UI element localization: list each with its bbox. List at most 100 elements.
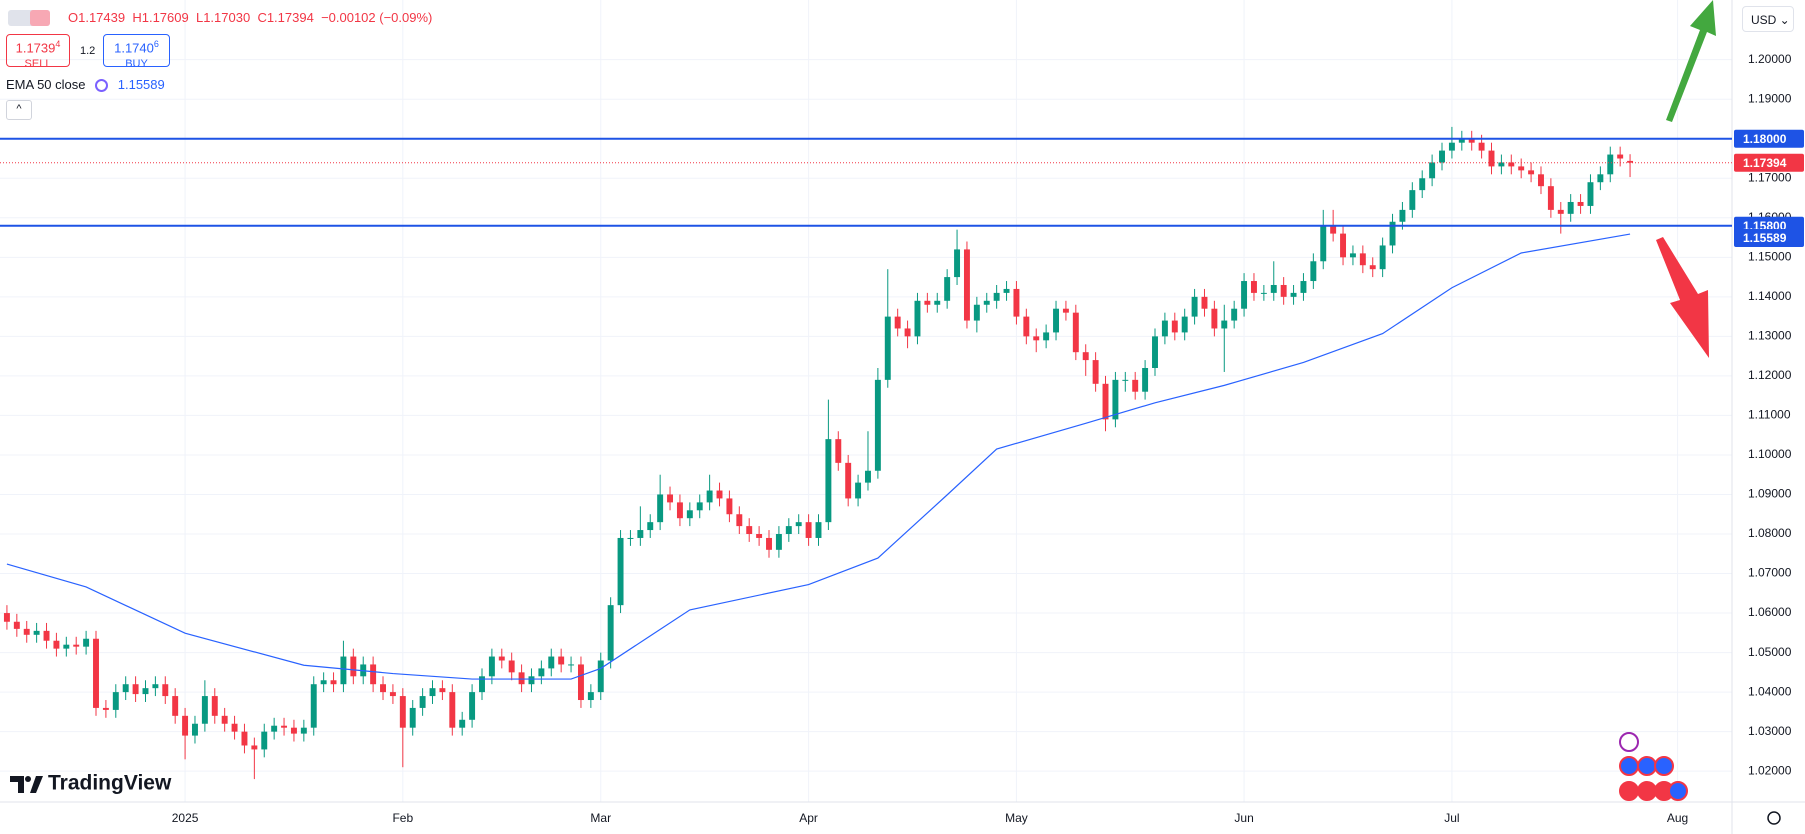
candle-body [1290,292,1297,297]
candle-body [370,664,377,685]
buy-pip: 6 [153,39,159,49]
y-tick-label: 1.09000 [1748,487,1792,501]
candle-body [1003,288,1010,293]
ohlc-low: L1.17030 [195,10,251,25]
y-tick-label: 1.10000 [1748,447,1792,461]
candle-body [746,526,753,535]
y-tick-label: 1.20000 [1748,52,1792,66]
y-tick-label: 1.14000 [1748,289,1792,303]
ohlc-high: H1.17609 [132,10,189,25]
candle-body [1082,352,1089,361]
indicator-name: EMA 50 close [6,77,86,92]
buy-button[interactable]: 1.17406 BUY [103,34,170,71]
y-tick-label: 1.17000 [1748,170,1792,184]
candle-body [488,656,495,677]
x-tick-label: Jun [1234,811,1253,825]
candle-body [300,727,307,734]
candle-body [399,696,406,728]
candle-body [1597,174,1604,183]
candle-body [1300,281,1307,293]
candle-body [983,300,990,305]
candle-body [330,680,337,685]
ohlc-open: O1.17439 [68,10,126,25]
candle-body [53,640,60,649]
candle-body [855,482,862,499]
candle-body [548,656,555,669]
y-tick-label: 1.19000 [1748,91,1792,105]
candle-body [290,727,297,734]
y-tick-label: 1.11000 [1748,408,1791,422]
candle-body [241,731,248,746]
candle-body [518,672,525,685]
buy-price: 1.1740 [114,40,154,56]
candle-body [894,316,901,329]
currency-button[interactable]: USD ⌄ [1742,6,1794,32]
candle-body [122,684,129,693]
candle-body [1359,253,1366,266]
candle-body [568,664,575,666]
candle-body [676,502,683,519]
candle-body [33,630,40,635]
candle-body [380,684,386,693]
candle-body [1270,284,1277,293]
sell-button[interactable]: 1.17394 SELL [6,34,70,70]
ema-badge-bg [1734,229,1804,248]
x-tick-label: Aug [1667,811,1688,825]
candle-body [1458,138,1465,143]
x-tick-label: May [1005,811,1028,825]
ohlc-close: C1.17394 [257,10,314,25]
ema-badge: 1.15589 [1743,231,1787,245]
candle-body [528,676,535,685]
candle-body [1488,150,1495,167]
candle-body [577,664,584,701]
candle-body [963,249,970,321]
candle-body [1161,320,1168,337]
candle-body [1201,296,1208,309]
buy-label: BUY [125,58,148,71]
candle-body [409,707,416,728]
candle-body [1033,336,1040,341]
y-tick-label: 1.13000 [1748,329,1792,343]
y-tick-label: 1.07000 [1748,566,1792,580]
candle-body [93,638,99,708]
candle-body [835,439,842,463]
candle-body [73,644,80,647]
candle-body [1241,281,1248,309]
candle-body [1547,186,1554,210]
y-tick-label: 1.08000 [1748,526,1792,540]
candle-body [1310,261,1317,282]
candle-body [1072,312,1079,353]
candle-body [112,692,119,710]
candle-body [657,494,664,523]
candle-body [172,696,179,716]
candle-body [1043,332,1050,341]
collapse-button[interactable]: ^ [6,100,32,120]
candle-body [1439,150,1445,163]
candle-body [1330,225,1337,234]
candle-body [1062,308,1069,313]
candle-body [617,537,624,606]
x-tick-label: Apr [799,811,818,825]
candle-body [271,725,278,732]
candle-body [3,613,10,622]
candle-body [1567,201,1574,214]
candle-body [944,277,951,301]
candle-body [192,723,198,736]
sell-price: 1.1739 [15,40,56,56]
candle-body [1429,162,1436,179]
candle-body [1211,308,1218,329]
candle-body [281,725,288,728]
candle-body [83,638,90,647]
candle-body [1231,308,1238,321]
candle-body [419,696,426,708]
candle-body [686,510,693,519]
toolbar-icons[interactable] [8,10,50,26]
candle-body [1617,154,1624,159]
settings-icon[interactable] [1767,811,1781,825]
y-tick-label: 1.12000 [1748,368,1792,382]
candle-body [132,684,139,695]
candle-body [1250,281,1257,293]
candle-body [845,462,852,499]
candle-body [469,692,476,720]
